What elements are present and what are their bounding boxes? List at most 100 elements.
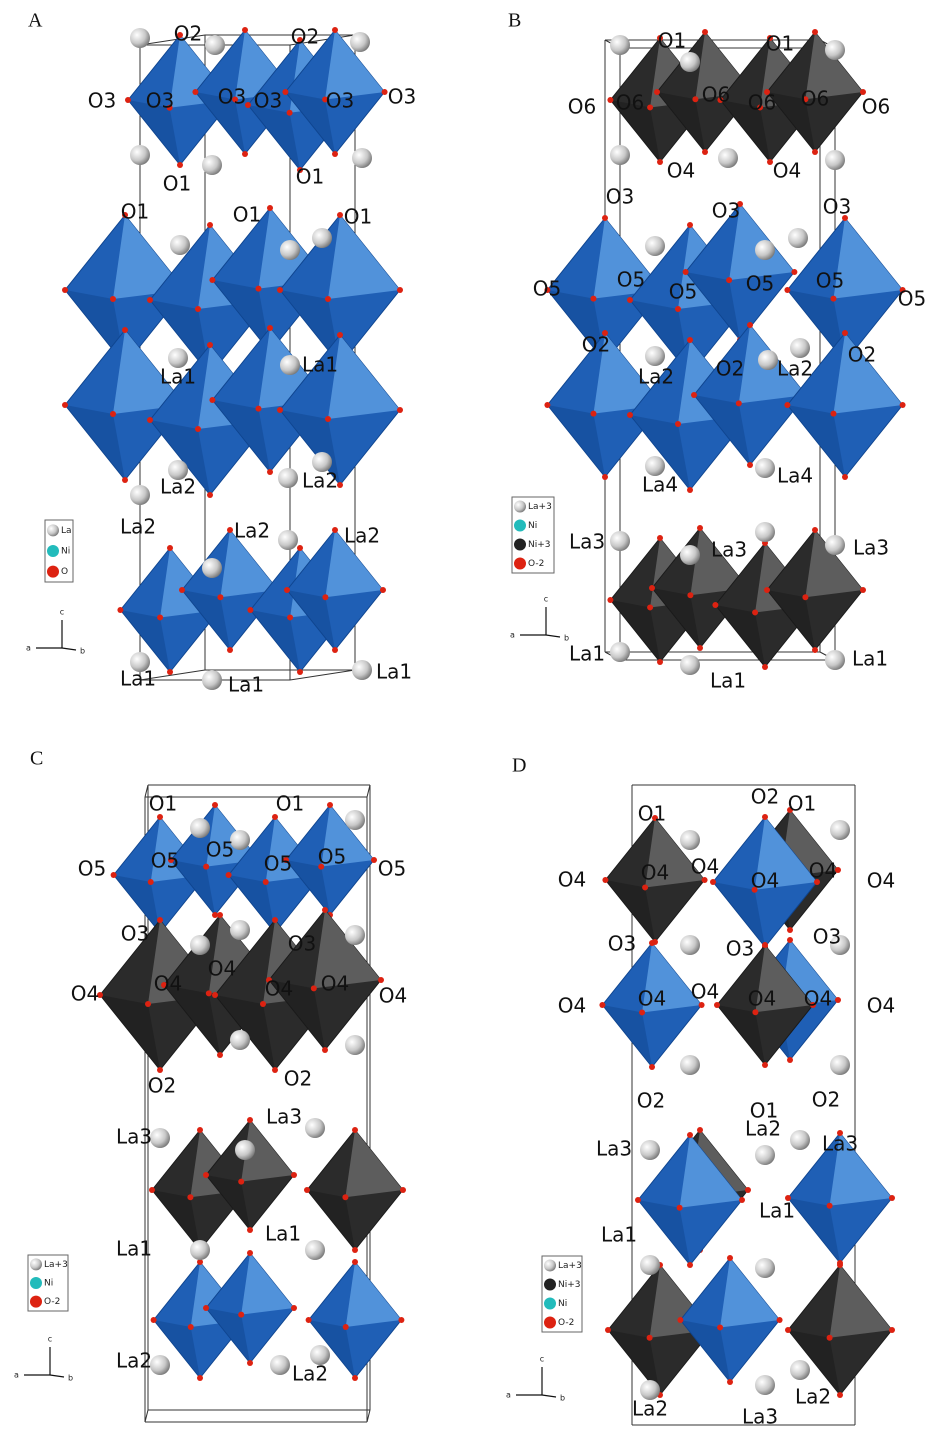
octahedron-face [767,92,815,152]
atom-label: O4 [804,987,832,1011]
atom-label: La1 [265,1222,301,1246]
oxygen [337,212,343,218]
oxygen [762,814,768,820]
legend-label: Ni [44,1279,53,1289]
oxygen [835,867,841,873]
octahedron-face [206,1308,250,1363]
oxygen [110,296,116,302]
atom [825,535,845,555]
oxygen [110,872,117,878]
octahedron-face [241,1253,294,1315]
oxygen [590,410,597,417]
oxygen [810,1002,816,1008]
atom-label: O4 [558,994,586,1018]
oxygen [735,400,742,407]
oxygen [697,525,703,531]
atom [352,148,372,168]
octahedron-face [602,1005,652,1067]
legend-label: O-2 [44,1297,60,1307]
cell-edge [366,1409,371,1423]
oxygen [122,327,128,333]
legend-label: La [61,526,72,536]
atom [305,1240,325,1260]
axis-label: a [506,1391,511,1400]
oxygen [812,29,818,35]
legend-swatch [514,557,526,570]
atom [130,485,150,505]
legend-label: O-2 [558,1318,574,1328]
oxygen [837,1130,843,1136]
octahedron-face [195,92,245,154]
atom [345,810,365,830]
oxygen [277,407,283,413]
oxygen [197,1127,203,1133]
oxygen [652,815,658,821]
axis-label: a [510,631,515,640]
oxygen [676,1204,683,1211]
atom [680,545,700,565]
oxygen [203,863,210,870]
atom-label: O3 [606,185,634,209]
atom-label: O2 [637,1089,665,1113]
atom-label: O2 [291,25,319,49]
oxygen [117,607,124,613]
atom [645,236,665,256]
oxygen [647,604,654,611]
atom-label: La3 [116,1125,152,1149]
atom [205,35,225,55]
legend-swatch [30,1258,42,1271]
atom [312,452,332,472]
atom [825,650,845,670]
atom [680,830,700,850]
oxygen [157,1067,163,1073]
oxygen [727,1255,733,1261]
atom-label: La2 [632,1397,668,1421]
atom [202,670,222,690]
atom [230,1030,250,1050]
oxygen [247,1250,253,1256]
oxygen [682,269,689,275]
oxygen [297,167,303,173]
atom-label: O2 [751,785,779,809]
legend-label: Ni [528,521,537,531]
atom [310,1345,330,1365]
oxygen [255,405,262,412]
oxygen [590,295,597,302]
axis-label: c [544,595,548,604]
atom-label: O5 [617,268,645,292]
atom-label: La2 [344,524,380,548]
octahedron-face [610,600,660,662]
oxygen [238,1311,245,1318]
octahedron-face [805,530,863,598]
atom [610,642,630,662]
octahedron-face [65,290,125,365]
oxygen [739,1197,745,1203]
axis-arrow [545,634,561,638]
octahedron-face [690,528,748,596]
oxygen [168,857,174,863]
oxygen [687,1132,693,1138]
octahedron-face [547,405,605,477]
oxygen [325,296,331,302]
atom-label: O4 [867,869,895,893]
oxygen [745,1187,751,1193]
octahedron-face [833,218,903,299]
atom-label: O3 [388,85,416,109]
atom [130,652,150,672]
atom-label: O4 [691,980,719,1004]
octahedron-face [212,280,270,352]
octahedron-face [593,333,663,414]
oxygen [602,877,609,883]
oxygen [147,417,153,423]
octahedron-face [100,995,160,1070]
oxygen [826,1334,833,1341]
octahedron-face [65,405,125,480]
oxygen [544,402,551,408]
legend-swatch [544,1316,556,1329]
oxygen [607,597,614,603]
axis-label: c [540,1355,544,1364]
atom-label: La2 [795,1385,831,1409]
oxygen [157,614,164,621]
octahedron-face [767,590,815,650]
